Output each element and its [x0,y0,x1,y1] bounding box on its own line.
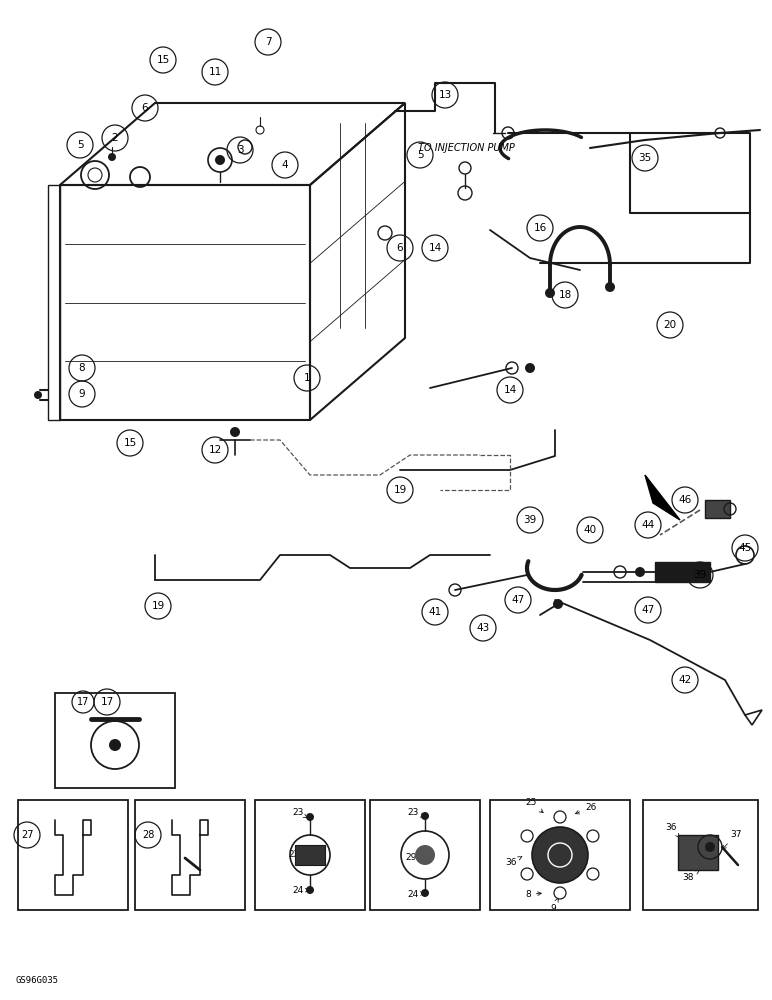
Text: 7: 7 [265,37,271,47]
Circle shape [635,567,645,577]
Text: 9: 9 [550,898,558,913]
Circle shape [108,153,116,161]
Text: 47: 47 [511,595,525,605]
Text: 23: 23 [292,808,307,818]
Text: 25: 25 [525,798,543,813]
Text: 5: 5 [76,140,83,150]
Text: 29: 29 [405,853,422,862]
Text: 11: 11 [208,67,222,77]
Text: 42: 42 [679,675,692,685]
Bar [490,800,630,910]
Circle shape [109,739,121,751]
Bar [370,800,480,910]
Text: TO INJECTION PUMP: TO INJECTION PUMP [418,143,515,153]
Text: 26: 26 [575,803,597,814]
Text: 36: 36 [665,823,679,837]
Circle shape [705,842,715,852]
Text: GS96G035: GS96G035 [15,976,58,985]
Text: 17: 17 [100,697,113,707]
Text: 20: 20 [663,320,676,330]
Text: 8: 8 [525,890,541,899]
Text: 44: 44 [642,520,655,530]
Text: 27: 27 [21,830,33,840]
Text: 23: 23 [407,808,424,817]
Bar [643,800,758,910]
Text: 35: 35 [638,153,652,163]
Circle shape [230,427,240,437]
Text: 40: 40 [584,525,597,535]
Bar [55,693,175,788]
Circle shape [605,282,615,292]
Text: 38: 38 [682,870,699,882]
Circle shape [532,827,588,883]
Bar [255,800,365,910]
Text: 17: 17 [76,697,90,707]
Text: 39: 39 [523,515,537,525]
Circle shape [553,599,563,609]
Circle shape [421,812,429,820]
Text: 19: 19 [151,601,164,611]
Text: 43: 43 [476,623,489,633]
Text: 4: 4 [282,160,288,170]
Text: 9: 9 [79,389,86,399]
Text: 24: 24 [407,890,424,899]
Text: 8: 8 [79,363,86,373]
Bar [705,500,730,518]
Text: 24: 24 [292,886,310,895]
Text: 22: 22 [288,850,306,859]
Bar [18,800,128,910]
Text: 47: 47 [642,605,655,615]
Text: 45: 45 [738,543,752,553]
Bar [295,845,325,865]
Text: 14: 14 [503,385,516,395]
Text: 6: 6 [142,103,148,113]
Circle shape [306,886,314,894]
Text: 37: 37 [723,830,741,849]
Circle shape [545,288,555,298]
Text: 39: 39 [693,570,706,580]
Text: 46: 46 [679,495,692,505]
Text: 16: 16 [533,223,547,233]
Text: 2: 2 [112,133,118,143]
Circle shape [415,845,435,865]
Circle shape [306,813,314,821]
Text: 6: 6 [397,243,403,253]
Text: 12: 12 [208,445,222,455]
Text: 19: 19 [394,485,407,495]
Bar [678,835,718,870]
Text: 36: 36 [505,857,522,867]
Circle shape [34,391,42,399]
Text: 41: 41 [428,607,442,617]
Text: 14: 14 [428,243,442,253]
Circle shape [525,363,535,373]
Text: 5: 5 [417,150,423,160]
Bar [655,562,710,582]
Text: 15: 15 [124,438,137,448]
Text: 18: 18 [558,290,571,300]
Bar [135,800,245,910]
Text: 15: 15 [157,55,170,65]
Circle shape [215,155,225,165]
Circle shape [421,889,429,897]
Text: 1: 1 [303,373,310,383]
Polygon shape [645,475,680,520]
Text: 28: 28 [142,830,154,840]
Text: 13: 13 [438,90,452,100]
Text: 3: 3 [237,145,243,155]
